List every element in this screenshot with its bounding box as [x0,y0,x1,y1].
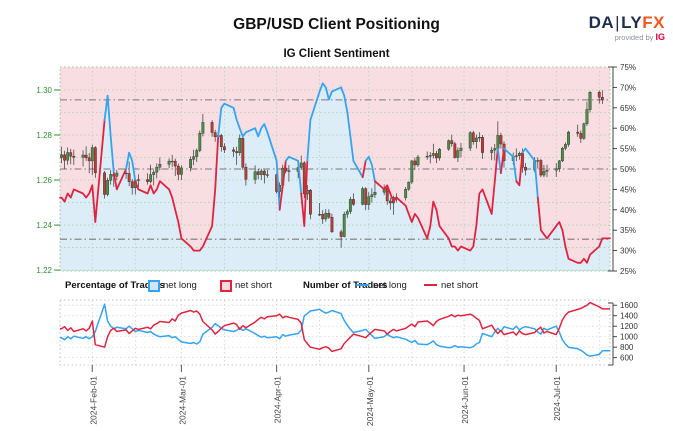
provided-by-ig: provided by IG [614,32,665,42]
num-net-long-line-icon [356,280,369,291]
svg-text:1.26: 1.26 [36,176,52,185]
svg-text:55%: 55% [620,145,636,154]
svg-text:1400: 1400 [620,312,638,321]
svg-text:30%: 30% [620,247,636,256]
legend-pct-net-long: net long [163,280,197,291]
svg-text:1.28: 1.28 [36,131,52,140]
svg-text:2024-Jun-01: 2024-Jun-01 [460,376,470,424]
svg-text:2024-Mar-01: 2024-Mar-01 [177,376,187,425]
pct-net-long-swatch-icon [148,280,160,294]
svg-text:600: 600 [620,354,634,363]
dailyfx-logo: DA|LYFX provided by IG [589,14,665,42]
svg-text:1200: 1200 [620,322,638,331]
legend-group-number: Number of Traders [303,280,388,291]
svg-text:35%: 35% [620,226,636,235]
dailyfx-wordmark: DA|LYFX [588,13,665,32]
svg-text:1.22: 1.22 [36,266,52,275]
svg-text:65%: 65% [620,104,636,113]
legend-pct-net-short: net short [235,280,272,291]
svg-text:70%: 70% [620,83,636,92]
svg-text:1000: 1000 [620,333,638,342]
svg-text:800: 800 [620,343,634,352]
pct-net-short-swatch-icon [220,280,232,294]
page-title: GBP/USD Client Positioning [233,16,440,33]
svg-text:60%: 60% [620,124,636,133]
legend-num-net-long: net long [373,280,407,291]
svg-text:1.30: 1.30 [36,86,52,95]
svg-text:40%: 40% [620,206,636,215]
svg-text:2024-Apr-01: 2024-Apr-01 [273,376,283,424]
svg-text:50%: 50% [620,165,636,174]
svg-text:2024-May-01: 2024-May-01 [365,376,375,426]
chart-subtitle: IG Client Sentiment [283,48,390,60]
svg-text:25%: 25% [620,267,636,276]
chart-legend: Percentage of Traders net long net short… [0,280,673,294]
svg-text:2024-Jul-01: 2024-Jul-01 [552,376,562,421]
legend-group-percentage: Percentage of Traders [65,280,165,291]
svg-text:1.24: 1.24 [36,221,52,230]
svg-text:45%: 45% [620,185,636,194]
svg-text:1600: 1600 [620,301,638,310]
num-net-short-line-icon [424,280,437,291]
svg-text:75%: 75% [620,63,636,72]
legend-num-net-short: net short [441,280,478,291]
svg-text:2024-Feb-01: 2024-Feb-01 [88,376,98,425]
